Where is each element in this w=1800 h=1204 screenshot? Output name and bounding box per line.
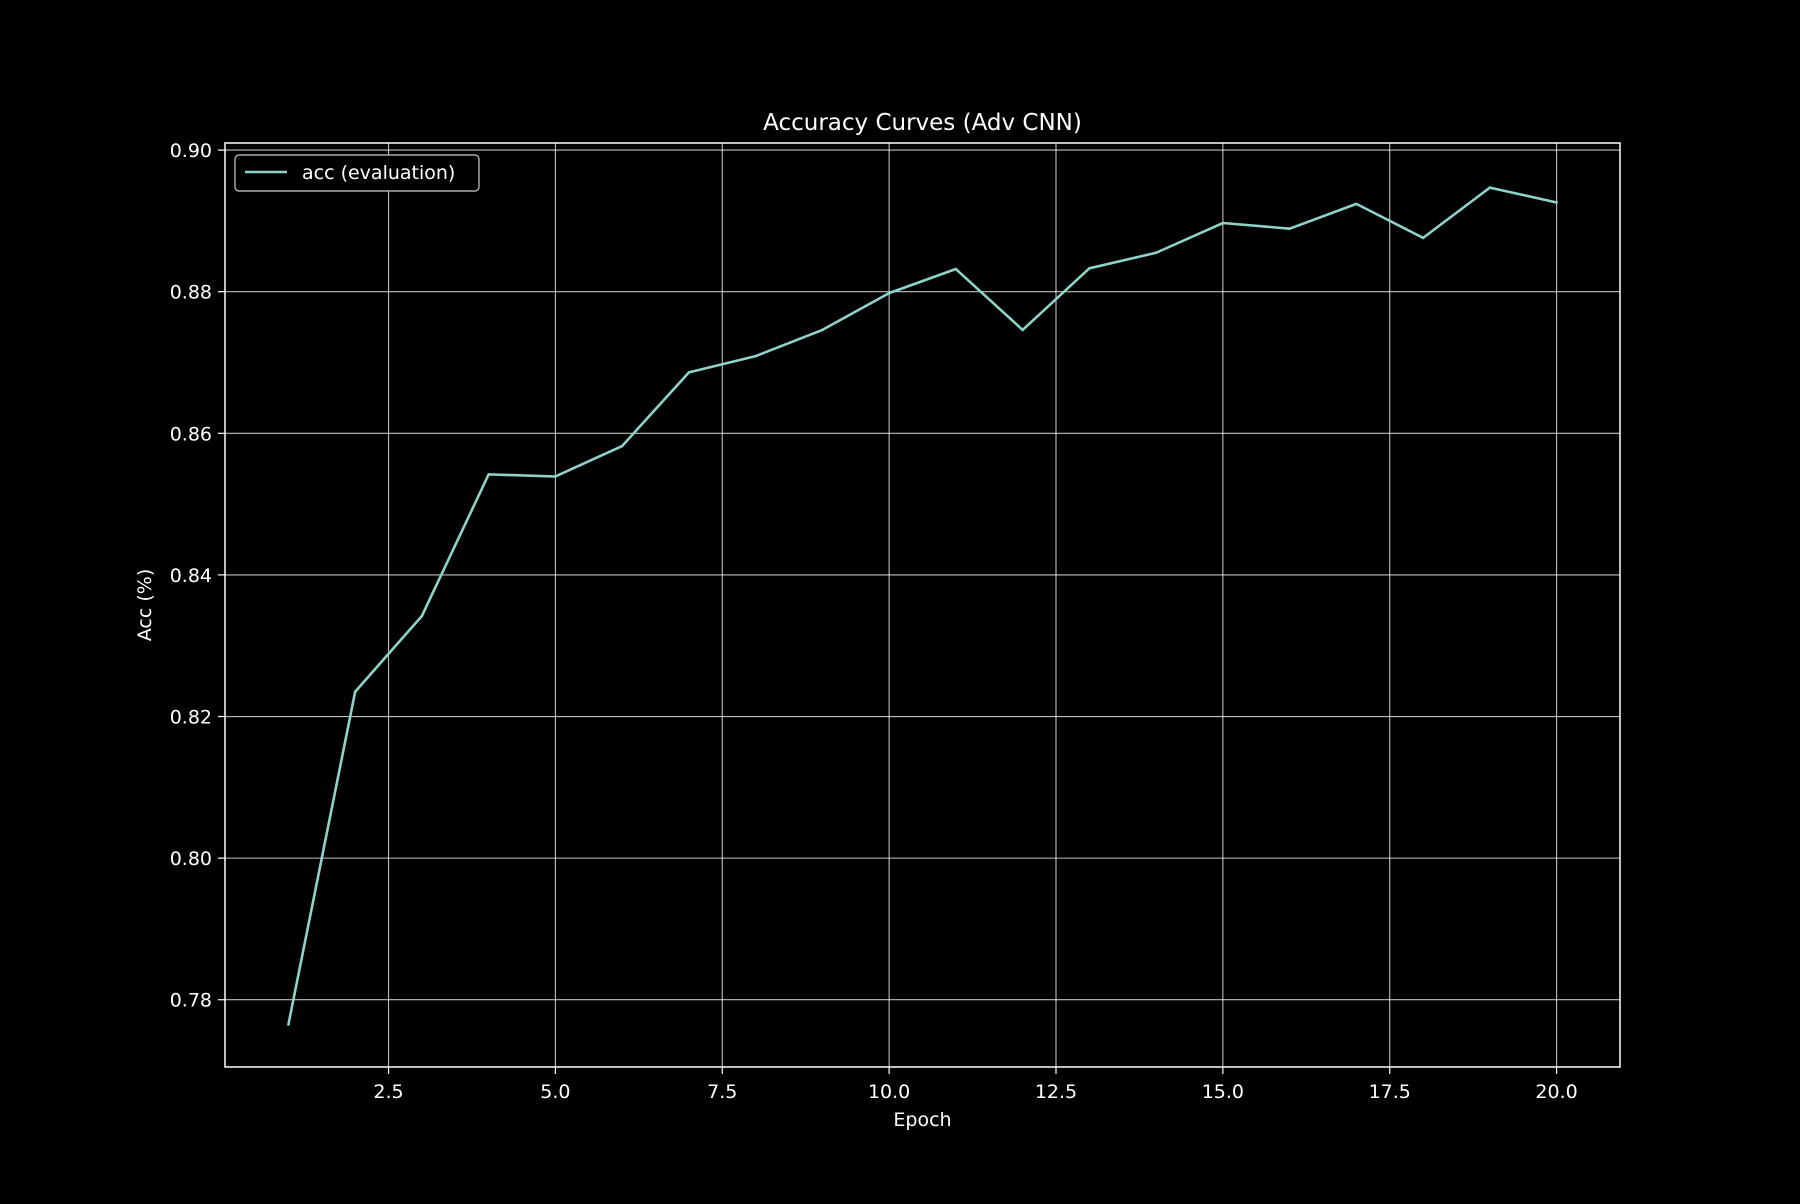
y-axis-ticks: 0.78 0.80 0.82 0.84 0.86 0.88 0.90 <box>170 140 225 1012</box>
x-tick-label: 7.5 <box>707 1081 737 1103</box>
y-axis-label: Acc (%) <box>134 569 156 641</box>
y-tick-label: 0.80 <box>170 848 212 870</box>
data-point <box>1088 267 1091 270</box>
data-point <box>353 690 357 694</box>
series-line-acc-evaluation <box>287 186 1557 1025</box>
chart-title: Accuracy Curves (Adv CNN) <box>763 110 1082 136</box>
series-layer <box>287 186 1558 1026</box>
data-point <box>1221 221 1225 225</box>
x-tick-label: 12.5 <box>1035 1081 1077 1103</box>
legend-label-acc-evaluation: acc (evaluation) <box>302 162 455 184</box>
data-point <box>1421 236 1425 240</box>
data-point <box>620 444 624 448</box>
plot-frame <box>224 142 1621 1068</box>
data-point <box>420 614 424 618</box>
data-point <box>1154 251 1158 255</box>
x-tick-label: 5.0 <box>540 1081 570 1103</box>
data-point <box>1288 227 1291 230</box>
data-point <box>754 354 757 358</box>
grid-lines <box>225 143 1620 1067</box>
data-point <box>1021 328 1024 332</box>
data-point <box>821 328 824 332</box>
data-point <box>887 291 891 295</box>
data-point <box>1355 202 1358 206</box>
y-tick-label: 0.90 <box>170 140 212 162</box>
data-point <box>554 475 557 478</box>
x-tick-label: 15.0 <box>1202 1081 1244 1103</box>
data-point <box>954 267 958 271</box>
data-point <box>1488 186 1492 189</box>
x-axis-label: Epoch <box>893 1109 951 1131</box>
legend: acc (evaluation) <box>234 154 480 192</box>
x-tick-label: 2.5 <box>373 1081 403 1103</box>
y-tick-label: 0.86 <box>170 423 212 445</box>
y-tick-label: 0.88 <box>170 282 212 304</box>
x-tick-label: 10.0 <box>868 1081 910 1103</box>
data-point <box>687 371 691 374</box>
data-point <box>1555 201 1558 204</box>
y-tick-label: 0.82 <box>170 707 212 729</box>
data-point <box>287 1023 290 1026</box>
y-tick-label: 0.78 <box>170 990 212 1012</box>
legend-box <box>234 154 480 192</box>
x-tick-label: 17.5 <box>1369 1081 1411 1103</box>
y-tick-label: 0.84 <box>170 565 212 587</box>
data-point <box>487 473 490 476</box>
x-axis-ticks: 2.5 5.0 7.5 10.0 12.5 15.0 17.5 20.0 <box>373 1067 1578 1103</box>
x-tick-label: 20.0 <box>1535 1081 1577 1103</box>
